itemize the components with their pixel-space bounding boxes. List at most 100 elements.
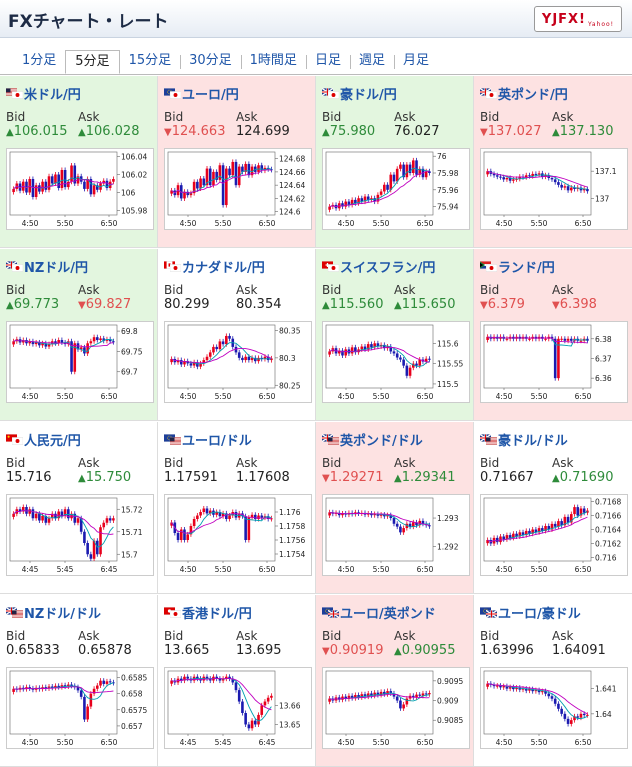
candle-body [360, 694, 364, 698]
candle-chart[interactable]: 1.641 1.64 4:50 5:50 6:50 [480, 667, 628, 749]
candle-body [179, 529, 183, 540]
candle-chart[interactable]: 15.72 15.71 15.7 4:45 5:45 6:45 [6, 494, 154, 576]
pair-name-link[interactable]: 英ポンド/ドル [322, 430, 423, 449]
candle-chart[interactable]: 106.04 106.02 106 105.98 4:50 5:50 6:50 [6, 148, 154, 230]
bid-label: Bid [164, 629, 184, 643]
rate-panel[interactable]: NZドル/ドル Bid Ask 0.65833 0.65878 0.6585 0.658 0.… [0, 595, 158, 767]
up-arrow-icon: ▲ [394, 300, 402, 311]
candle-body [411, 695, 415, 698]
rate-panel[interactable]: ユーロ/豪ドル Bid Ask 1.63996 1.64091 1.641 1.64 4:50… [474, 595, 632, 767]
y-tick-label: 115.55 [437, 360, 463, 369]
candle-body [192, 519, 196, 526]
candle-chart[interactable]: 76 75.98 75.96 75.94 4:50 5:50 6:50 [322, 148, 470, 230]
candle-body [102, 522, 106, 528]
candle-body [337, 350, 341, 354]
rate-value: 15.750 [85, 470, 132, 485]
candle-body [183, 676, 186, 681]
rate-value: 106.015 [13, 124, 68, 139]
candle-chart[interactable]: 0.9095 0.909 0.9085 4:50 5:50 6:50 [322, 667, 470, 749]
pair-name-link[interactable]: 豪ドル/ドル [480, 430, 568, 449]
rate-panel[interactable]: 英ポンド/ドル Bid Ask ▼1.29271 ▲1.29341 1.293 1.292 4… [316, 422, 474, 594]
pair-name-link[interactable]: NZドル/ドル [6, 603, 101, 622]
x-tick-label: 6:50 [417, 392, 434, 401]
pair-name-link[interactable]: ユーロ/豪ドル [480, 603, 581, 622]
rate-panel[interactable]: ユーロ/英ポンド Bid Ask ▼0.90919 ▲0.90955 0.9095 0.90… [316, 595, 474, 767]
candle-body [99, 338, 102, 341]
y-tick-label: 76 [437, 152, 447, 161]
tab-timeframe[interactable]: 週足 [349, 50, 394, 74]
candle-body [199, 178, 202, 189]
yjfx-logo[interactable]: YJFX! Yahoo! [534, 6, 622, 32]
candle-body [544, 175, 547, 177]
rate-panel[interactable]: 英ポンド/円 Bid Ask ▼137.027 ▲137.130 137.1 137 4:50… [474, 76, 632, 248]
bid-label: Bid [164, 283, 184, 297]
candle-chart[interactable]: 137.1 137 4:50 5:50 6:50 [480, 148, 628, 230]
candle-body [170, 358, 173, 363]
pair-name-link[interactable]: 英ポンド/円 [480, 84, 568, 103]
tab-timeframe[interactable]: 5分足 [65, 50, 120, 74]
pair-name-link[interactable]: 豪ドル/円 [322, 84, 397, 103]
tab-timeframe[interactable]: 月足 [393, 50, 438, 74]
candle-chart[interactable]: 0.6585 0.658 0.6575 0.657 4:50 5:50 6:50 [6, 667, 154, 749]
x-tick-label: 5:50 [531, 738, 548, 747]
candle-body [415, 522, 418, 526]
pair-name-link[interactable]: ランド/円 [480, 257, 555, 276]
rate-panel[interactable]: ユーロ/円 Bid Ask ▼124.663 124.699 124.68 124.66 12… [158, 76, 316, 248]
rate-panel[interactable]: 人民元/円 Bid Ask 15.716 ▲15.750 15.72 15.71 15.7 4:… [0, 422, 158, 594]
rate-panel[interactable]: 豪ドル/ドル Bid Ask 0.71667 ▲0.71690 0.7168 0.7166 0… [474, 422, 632, 594]
rate-value: 6.379 [487, 297, 525, 312]
candle-chart[interactable]: 1.176 1.1758 1.1756 1.1754 4:50 5:50 6:50 [164, 494, 312, 576]
pair-name-link[interactable]: カナダドル/円 [164, 257, 265, 276]
rate-panel[interactable]: カナダドル/円 Bid Ask 80.299 80.354 80.35 80.3 80.25 4… [158, 249, 316, 421]
tab-timeframe[interactable]: 日足 [305, 50, 350, 74]
rate-panel[interactable]: 豪ドル/円 Bid Ask ▲75.980 76.027 76 75.98 75.96 75.9… [316, 76, 474, 248]
candle-body [218, 165, 222, 180]
rate-panel[interactable]: ユーロ/ドル Bid Ask 1.17591 1.17608 1.176 1.1758 1.1… [158, 422, 316, 594]
pair-name-link[interactable]: 香港ドル/円 [164, 603, 252, 622]
bid-value: ▼137.027 [480, 124, 541, 139]
pair-name-link[interactable]: NZドル/円 [6, 257, 88, 276]
rate-value: 0.90919 [329, 643, 384, 658]
candle-chart[interactable]: 13.66 13.65 4:45 5:45 6:45 [164, 667, 312, 749]
candle-body [205, 168, 209, 186]
rate-panel[interactable]: ランド/円 Bid Ask ▼6.379 ▼6.398 6.38 6.37 6.36 4:50 5… [474, 249, 632, 421]
candle-body [537, 690, 541, 693]
candle-chart[interactable]: 1.293 1.292 4:50 5:50 6:50 [322, 494, 470, 576]
candle-body [395, 523, 399, 527]
rate-panel[interactable]: NZドル/円 Bid Ask ▲69.773 ▼69.827 69.8 69.75 69.7 4… [0, 249, 158, 421]
candle-body [221, 513, 225, 517]
candle-chart[interactable]: 80.35 80.3 80.25 4:50 5:50 6:50 [164, 321, 312, 403]
candle-chart[interactable]: 6.38 6.37 6.36 4:50 5:50 6:50 [480, 321, 628, 403]
y-tick-label: 0.7164 [595, 526, 621, 535]
pair-label: ユーロ/ドル [182, 434, 252, 449]
y-tick-label: 137.1 [595, 167, 617, 176]
flag-icon [6, 434, 23, 445]
rate-panel[interactable]: スイスフラン/円 Bid Ask ▲115.560 ▲115.650 115.6 115.5… [316, 249, 474, 421]
bid-label: Bid [322, 283, 342, 297]
ask-value: ▼6.398 [552, 297, 597, 312]
rate-panel[interactable]: 米ドル/円 Bid Ask ▲106.015 ▲106.028 106.04 106.02 1… [0, 76, 158, 248]
pair-name-link[interactable]: ユーロ/ドル [164, 430, 252, 449]
candle-body [250, 720, 254, 729]
candle-body [405, 698, 409, 705]
candle-body [250, 357, 254, 361]
candle-chart[interactable]: 115.6 115.55 115.5 4:50 5:50 6:50 [322, 321, 470, 403]
up-arrow-icon: ▲ [78, 127, 86, 138]
candle-chart[interactable]: 124.68 124.66 124.64 124.62 124.6 4:50 5:50 6:5… [164, 148, 312, 230]
tab-timeframe[interactable]: 1時間足 [240, 50, 306, 74]
candle-chart[interactable]: 0.7168 0.7166 0.7164 0.7162 0.716 4:50 5:50 6:5… [480, 494, 628, 576]
tab-timeframe[interactable]: 15分足 [128, 53, 172, 68]
pair-name-link[interactable]: ユーロ/英ポンド [322, 603, 436, 622]
up-arrow-icon: ▲ [78, 473, 86, 484]
plot-area [483, 497, 592, 562]
tab-timeframe[interactable]: 30分足 [180, 50, 241, 74]
pair-name-link[interactable]: ユーロ/円 [164, 84, 239, 103]
candle-chart[interactable]: 69.8 69.75 69.7 4:50 5:50 6:50 [6, 321, 154, 403]
y-tick-label: 80.35 [279, 326, 301, 335]
rate-panel[interactable]: 香港ドル/円 Bid Ask 13.665 13.695 13.66 13.65 4:45 5:… [158, 595, 316, 767]
pair-name-link[interactable]: 人民元/円 [6, 430, 81, 449]
tab-timeframe[interactable]: 1分足 [22, 53, 57, 68]
bid-value: 15.716 [6, 470, 52, 485]
pair-name-link[interactable]: スイスフラン/円 [322, 257, 435, 276]
pair-name-link[interactable]: 米ドル/円 [6, 84, 81, 103]
